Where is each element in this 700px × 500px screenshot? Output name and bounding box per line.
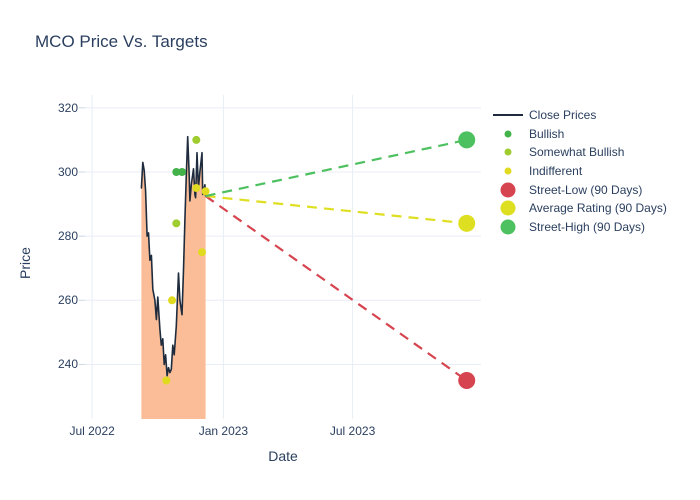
y-axis-title: Price [17, 247, 33, 279]
legend: Close Prices Bullish Somewhat Bullish Indif… [492, 106, 667, 236]
y-tick-label: 240 [57, 357, 78, 372]
legend-item-label: Street-High (90 Days) [529, 219, 646, 234]
indifferent-marker [192, 184, 201, 193]
indifferent-marker [198, 248, 207, 257]
legend-item-street-low[interactable]: Street-Low (90 Days) [492, 180, 667, 199]
somewhat-bullish-marker [192, 135, 201, 144]
legend-item-average-rating[interactable]: Average Rating (90 Days) [492, 199, 667, 218]
street-low-marker [458, 372, 476, 390]
close-prices-line [140, 135, 207, 377]
legend-item-label: Bullish [529, 126, 565, 141]
bullish-marker [178, 167, 187, 176]
average-rating-marker [458, 214, 476, 232]
street-low-dashed-line [204, 195, 468, 382]
legend-item-somewhat-bullish[interactable]: Somewhat Bullish [492, 143, 667, 162]
legend-indifferent-dot-icon [492, 162, 524, 180]
y-tick-label: 320 [57, 100, 78, 115]
bullish-marker [172, 167, 181, 176]
somewhat-bullish-marker [172, 219, 181, 228]
page-title: MCO Price Vs. Targets [35, 32, 208, 51]
legend-item-label: Close Prices [529, 108, 597, 123]
legend-close-prices-line-icon [492, 106, 524, 124]
street-high-dashed-line [205, 138, 467, 198]
street-high-marker [458, 131, 476, 149]
legend-item-street-high[interactable]: Street-High (90 Days) [492, 218, 667, 237]
legend-item-label: Somewhat Bullish [529, 145, 625, 160]
y-tick-label: 280 [57, 229, 78, 244]
legend-item-indifferent[interactable]: Indifferent [492, 162, 667, 181]
legend-street-high-dot-icon [492, 218, 524, 236]
indifferent-marker [201, 187, 210, 196]
legend-item-close-prices[interactable]: Close Prices [492, 106, 667, 125]
legend-item-label: Indifferent [529, 164, 583, 179]
y-tick-label: 260 [57, 293, 78, 308]
legend-average-rating-dot-icon [492, 199, 524, 217]
legend-item-bullish[interactable]: Bullish [492, 125, 667, 144]
legend-street-low-dot-icon [492, 181, 524, 199]
legend-item-label: Average Rating (90 Days) [529, 201, 667, 216]
x-tick-label: Jan 2023 [198, 424, 249, 438]
close-prices-area [141, 136, 206, 419]
indifferent-marker [168, 296, 177, 305]
y-tick-label: 300 [57, 164, 78, 179]
average-rating-dashed-line [205, 194, 467, 225]
legend-somewhat-bullish-dot-icon [492, 143, 524, 161]
x-tick-label: Jul 2023 [329, 424, 376, 438]
indifferent-marker [162, 376, 171, 385]
x-axis-title: Date [268, 448, 298, 464]
legend-item-label: Street-Low (90 Days) [529, 182, 643, 197]
x-tick-label: Jul 2022 [69, 424, 115, 438]
legend-bullish-dot-icon [492, 125, 524, 143]
